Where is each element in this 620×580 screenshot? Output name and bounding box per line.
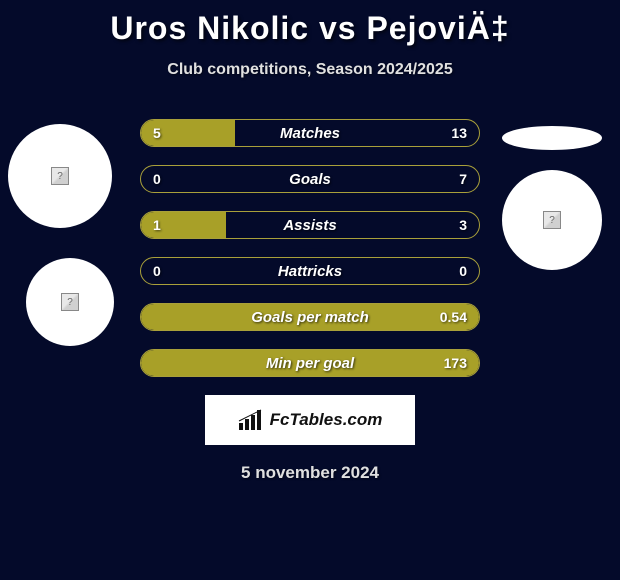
broken-image-icon: ? <box>543 211 561 229</box>
stat-right-value: 173 <box>444 355 467 371</box>
player-right-photo-placeholder: ? <box>502 170 602 270</box>
date-label: 5 november 2024 <box>0 463 620 483</box>
broken-image-icon: ? <box>61 293 79 311</box>
player-right-shadow <box>502 126 602 150</box>
stat-left-value: 0 <box>153 263 161 279</box>
source-label: FcTables.com <box>270 410 383 430</box>
stat-row: Min per goal 173 <box>140 349 480 377</box>
club-left-logo-placeholder: ? <box>26 258 114 346</box>
stat-row: Goals per match 0.54 <box>140 303 480 331</box>
stat-left-value: 1 <box>153 217 161 233</box>
stat-right-value: 13 <box>451 125 467 141</box>
stat-right-value: 3 <box>459 217 467 233</box>
stat-label: Goals per match <box>251 309 369 326</box>
stat-left-value: 5 <box>153 125 161 141</box>
broken-image-icon: ? <box>51 167 69 185</box>
stat-label: Matches <box>280 125 340 142</box>
stat-row: 1 Assists 3 <box>140 211 480 239</box>
stat-right-value: 0.54 <box>440 309 467 325</box>
stats-container: 5 Matches 13 0 Goals 7 1 Assists 3 0 Hattricks 0 Goa… <box>140 119 480 377</box>
stat-row: 5 Matches 13 <box>140 119 480 147</box>
stat-right-value: 0 <box>459 263 467 279</box>
player-left-photo-placeholder: ? <box>8 124 112 228</box>
stat-label: Min per goal <box>266 355 354 372</box>
stat-left-value: 0 <box>153 171 161 187</box>
stat-row: 0 Hattricks 0 <box>140 257 480 285</box>
stat-label: Assists <box>283 217 336 234</box>
stat-label: Goals <box>289 171 331 188</box>
bar-chart-icon <box>238 409 264 431</box>
comparison-subtitle: Club competitions, Season 2024/2025 <box>0 61 620 79</box>
stat-label: Hattricks <box>278 263 342 280</box>
stat-right-value: 7 <box>459 171 467 187</box>
stat-row: 0 Goals 7 <box>140 165 480 193</box>
comparison-title: Uros Nikolic vs PejoviÄ‡ <box>0 0 620 47</box>
source-badge: FcTables.com <box>205 395 415 445</box>
